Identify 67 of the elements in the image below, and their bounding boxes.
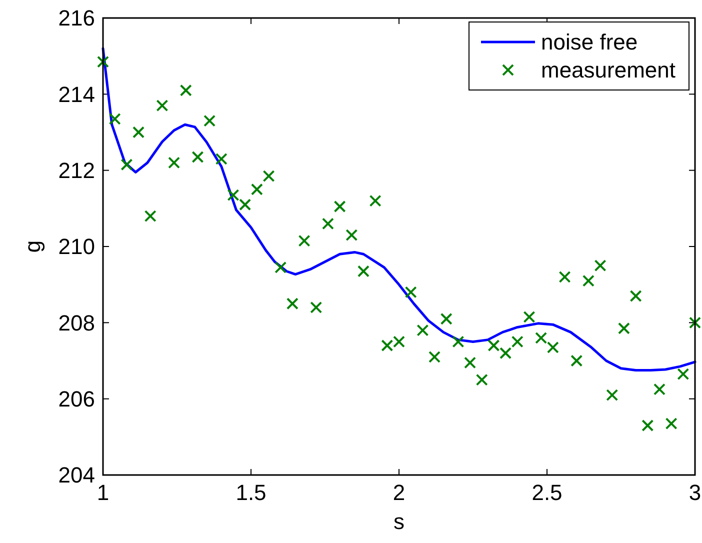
point <box>653 383 666 396</box>
point <box>168 156 180 169</box>
point <box>535 332 548 344</box>
point <box>108 112 121 125</box>
point <box>582 274 594 287</box>
point <box>250 183 263 196</box>
point <box>286 298 298 310</box>
point <box>500 347 512 360</box>
point <box>144 210 156 222</box>
legend-label: noise free <box>541 30 638 55</box>
point <box>192 151 204 164</box>
point <box>357 265 370 278</box>
y-axis-title: g <box>20 240 45 253</box>
point <box>630 290 642 302</box>
point <box>120 158 133 171</box>
point <box>132 126 145 138</box>
point <box>488 340 500 352</box>
x-axis-title: s <box>394 509 404 534</box>
point <box>274 261 287 274</box>
point <box>262 170 275 182</box>
y-tick-label: 206 <box>58 386 95 412</box>
point <box>606 389 618 402</box>
y-tick-label: 204 <box>58 462 95 488</box>
point <box>215 152 228 165</box>
x-tick-label: 2 <box>392 480 406 505</box>
point <box>558 270 571 283</box>
x-tick-label: 1 <box>96 480 110 505</box>
point <box>452 336 464 348</box>
point <box>440 312 452 325</box>
point <box>239 198 252 211</box>
point <box>156 100 168 112</box>
point <box>204 114 216 127</box>
point <box>511 336 524 348</box>
point <box>97 56 109 68</box>
point <box>369 194 382 207</box>
point <box>310 301 322 314</box>
point <box>416 324 429 336</box>
point <box>428 350 441 363</box>
y-tick-label: 212 <box>58 158 95 184</box>
point <box>677 368 690 380</box>
point <box>618 322 630 334</box>
point <box>476 374 488 386</box>
point <box>689 316 701 329</box>
point <box>346 229 358 242</box>
x-tick-label: 1.5 <box>236 480 266 505</box>
point <box>298 234 310 247</box>
point <box>381 340 394 352</box>
point <box>665 418 678 430</box>
point <box>322 218 334 230</box>
legend-label: measurement <box>541 58 676 83</box>
point <box>642 419 654 432</box>
point <box>570 354 583 367</box>
y-tick-label: 214 <box>58 82 95 107</box>
point <box>404 286 417 298</box>
x-tick-label: 2.5 <box>532 480 562 505</box>
point <box>464 356 476 369</box>
y-tick-label: 210 <box>58 234 95 260</box>
y-tick-label: 216 <box>58 6 95 31</box>
point <box>227 189 240 202</box>
point <box>523 310 536 323</box>
point <box>594 260 606 272</box>
point <box>546 341 559 354</box>
point <box>334 200 346 213</box>
point <box>393 336 405 348</box>
point <box>180 84 192 96</box>
y-tick-label: 208 <box>58 310 95 336</box>
x-tick-label: 3 <box>688 480 702 505</box>
